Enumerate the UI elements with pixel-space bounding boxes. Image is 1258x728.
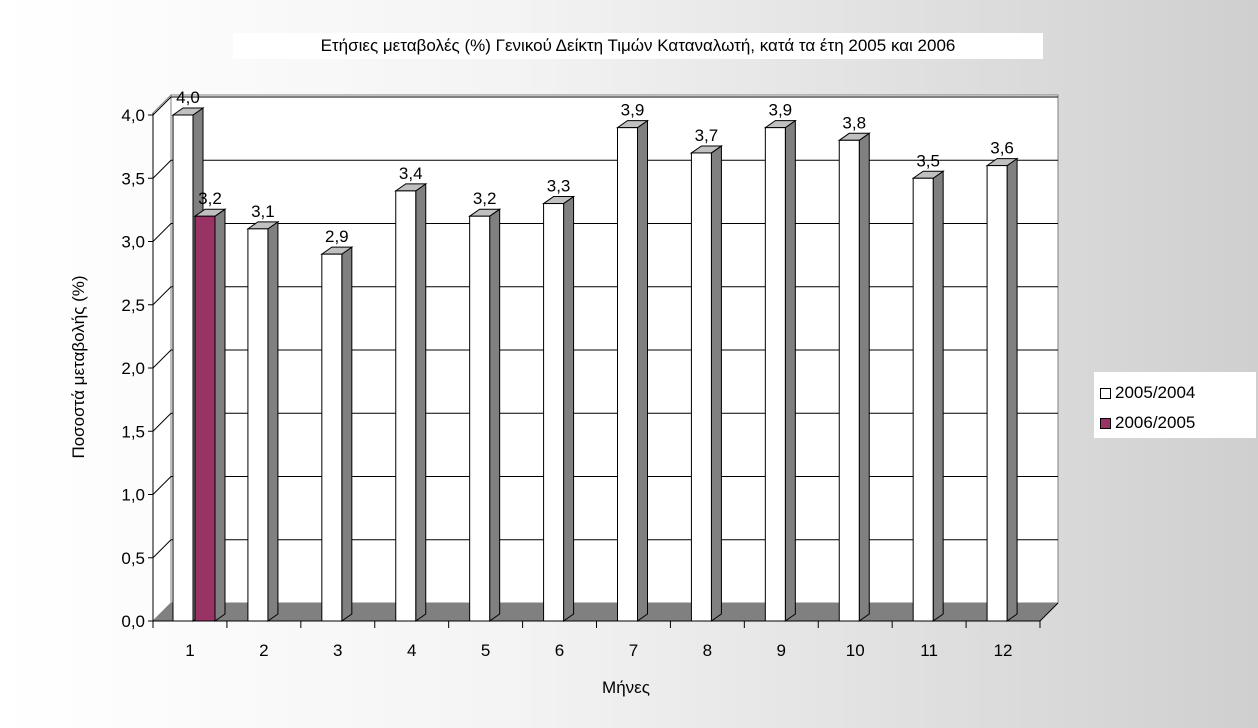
floor xyxy=(153,603,1058,621)
grid-line-depth xyxy=(152,159,172,179)
bar-side xyxy=(214,208,226,622)
grid-line-depth xyxy=(152,412,172,432)
bar-side xyxy=(710,144,722,622)
grid-line-depth xyxy=(152,539,172,559)
x-tick-label: 2 xyxy=(259,641,268,660)
grid-lines xyxy=(152,96,1058,559)
x-tick-label: 7 xyxy=(629,641,638,660)
legend-label: 2006/2005 xyxy=(1115,413,1196,432)
data-label: 3,1 xyxy=(251,202,275,221)
data-label: 3,7 xyxy=(695,126,719,145)
bar-side xyxy=(1006,157,1018,622)
bar xyxy=(172,114,194,622)
x-tick-label: 1 xyxy=(185,641,194,660)
x-tick-label: 8 xyxy=(703,641,712,660)
bars xyxy=(171,107,1019,622)
x-tick-label: 9 xyxy=(777,641,786,660)
bar-side xyxy=(563,195,575,622)
legend: 2005/2004 2006/2005 xyxy=(1094,372,1256,438)
bar xyxy=(469,215,491,622)
x-axis-label: Μήνες xyxy=(602,678,650,697)
x-tick-label: 6 xyxy=(555,641,564,660)
bar xyxy=(912,177,934,622)
y-tick-label: 4,0 xyxy=(121,106,145,125)
y-tick-label: 1,0 xyxy=(121,486,145,505)
x-axis-edge xyxy=(1039,602,1059,622)
y-tick-label: 0,5 xyxy=(121,549,145,568)
y-tick-label: 3,0 xyxy=(121,233,145,252)
bar-side xyxy=(932,170,944,622)
legend-item-2005-2004: 2005/2004 xyxy=(1100,383,1195,403)
bar xyxy=(986,165,1008,622)
bar-side xyxy=(489,208,501,622)
bar xyxy=(321,253,343,622)
grid-line-depth xyxy=(152,223,172,242)
bar-side xyxy=(415,182,427,622)
bar xyxy=(617,127,638,622)
legend-swatch xyxy=(1100,417,1111,429)
legend-item-2006-2005: 2006/2005 xyxy=(1100,413,1195,433)
data-label: 2,9 xyxy=(325,227,349,246)
data-label: 3,9 xyxy=(621,101,645,120)
x-tick-label: 5 xyxy=(481,641,490,660)
back-wall xyxy=(170,94,1059,604)
bar-side xyxy=(784,119,796,622)
bar xyxy=(395,190,417,622)
bar xyxy=(247,228,269,622)
y-tick-label: 1,5 xyxy=(121,422,145,441)
bar-side xyxy=(858,132,870,622)
legend-swatch xyxy=(1100,387,1111,399)
bar xyxy=(764,127,786,622)
data-label: 3,2 xyxy=(473,189,497,208)
plot-wall xyxy=(152,93,1059,623)
data-label: 4,0 xyxy=(176,88,200,107)
bar-side xyxy=(637,119,648,622)
legend-label: 2005/2004 xyxy=(1115,383,1196,402)
x-tick-label: 11 xyxy=(920,641,938,660)
chart-title: Ετήσιες μεταβολές (%) Γενικού Δείκτη Τιμ… xyxy=(233,33,1043,59)
axes: 0,00,51,01,52,02,53,03,54,01 2 3 4 5 6 7 8 9 10 11… xyxy=(121,106,1059,660)
y-tick-label: 2,5 xyxy=(121,296,145,315)
bar xyxy=(690,152,712,622)
grid-line-depth xyxy=(152,349,172,369)
data-label: 3,2 xyxy=(198,189,222,208)
data-label: 3,9 xyxy=(769,101,793,120)
data-label: 3,5 xyxy=(916,151,940,170)
x-tick-label: 10 xyxy=(846,641,865,660)
grid-line-depth xyxy=(152,476,172,495)
x-tick-label: 12 xyxy=(994,641,1013,660)
bar xyxy=(194,215,216,622)
x-tick-label: 4 xyxy=(407,641,416,660)
bar-side xyxy=(267,220,279,622)
y-axis-label: Ποσοστά μεταβολής (%) xyxy=(69,275,88,459)
data-label: 3,6 xyxy=(990,139,1014,158)
x-tick-label: 3 xyxy=(333,641,342,660)
grid-line-depth xyxy=(152,96,172,116)
bar xyxy=(543,203,565,622)
y-tick-label: 3,5 xyxy=(121,169,145,188)
y-tick-label: 0,0 xyxy=(121,612,145,631)
bar xyxy=(838,139,860,622)
data-label: 3,8 xyxy=(842,113,866,132)
bar-side xyxy=(341,246,353,622)
data-labels: 4,0 3,1 2,9 3,4 3,2 3,3 3,9 3,7 3,9 3,8 3,5 3,6 3,2 xyxy=(176,88,1014,246)
data-label: 3,3 xyxy=(547,177,571,196)
data-label: 3,4 xyxy=(399,164,423,183)
grid-line-depth xyxy=(152,286,172,306)
y-tick-label: 2,0 xyxy=(121,359,145,378)
